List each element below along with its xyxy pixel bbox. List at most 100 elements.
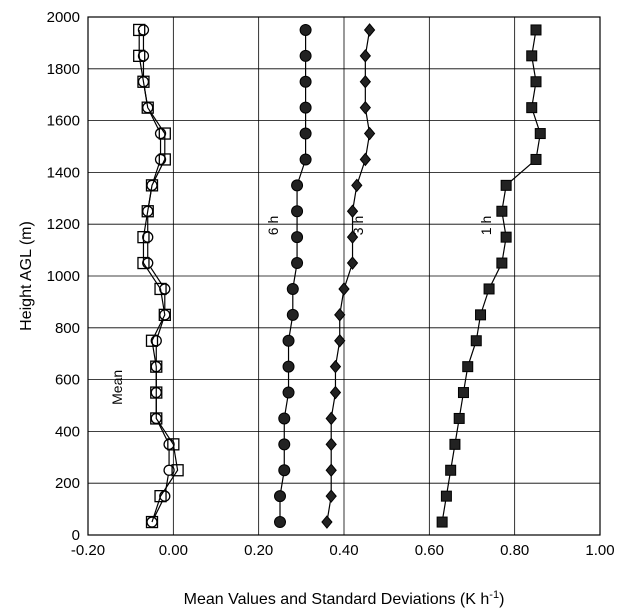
data-point — [133, 23, 146, 37]
data-point — [346, 204, 359, 219]
y-tick-label: 200 — [55, 475, 80, 492]
data-point — [359, 74, 371, 89]
data-point — [158, 153, 171, 166]
data-point — [440, 490, 452, 502]
data-point — [150, 386, 163, 399]
series-label: 3 h — [350, 216, 366, 235]
data-point — [321, 515, 333, 529]
data-point — [154, 282, 167, 296]
data-point — [363, 23, 376, 37]
y-tick-label: 1800 — [47, 61, 80, 78]
data-point — [325, 489, 337, 503]
y-tick-label: 1400 — [47, 164, 80, 181]
series-label: 6 h — [265, 216, 281, 235]
x-tick-label: 0.60 — [415, 542, 444, 559]
data-point — [500, 179, 512, 191]
data-point — [530, 76, 542, 88]
data-point — [325, 411, 337, 426]
data-point — [299, 127, 312, 140]
data-point — [329, 385, 342, 400]
data-point — [274, 516, 286, 529]
data-point — [133, 49, 146, 62]
data-point — [154, 153, 167, 166]
data-point — [526, 102, 538, 114]
data-point — [530, 24, 542, 36]
data-point — [299, 101, 312, 114]
data-point — [154, 489, 167, 503]
data-point — [299, 23, 312, 36]
data-point — [282, 334, 295, 347]
data-point — [291, 179, 304, 192]
data-point — [329, 359, 342, 374]
series-group — [133, 23, 546, 529]
data-point — [496, 257, 508, 269]
data-point — [145, 515, 159, 529]
data-point — [158, 308, 171, 322]
data-point — [291, 205, 304, 218]
x-axis-title-suffix: ) — [499, 591, 504, 608]
data-point — [436, 516, 448, 528]
x-tick-labels: -0.20 0.00 0.20 0.40 0.60 0.80 1.00 — [71, 542, 615, 559]
data-point — [282, 360, 295, 373]
data-point — [299, 153, 312, 166]
series-3-h — [321, 23, 376, 529]
data-point — [137, 256, 150, 270]
data-point — [359, 152, 371, 167]
data-point — [334, 333, 346, 348]
x-axis-title-superscript: -1 — [489, 589, 499, 601]
data-point — [449, 438, 461, 450]
series-line — [138, 29, 179, 523]
x-tick-label: 0.40 — [329, 542, 358, 559]
data-point — [141, 101, 154, 114]
data-point — [462, 361, 474, 373]
data-point — [150, 412, 163, 425]
series-6-h — [274, 23, 312, 529]
x-tick-label: 0.00 — [159, 542, 188, 559]
x-tick-label: -0.20 — [71, 542, 105, 559]
y-tick-label: 2000 — [47, 9, 80, 26]
y-tick-label: 400 — [55, 423, 80, 440]
data-point — [363, 126, 376, 141]
y-axis-title: Height AGL (m) — [18, 221, 35, 331]
data-point — [526, 50, 538, 62]
y-tick-label: 800 — [55, 320, 80, 337]
data-point — [278, 438, 291, 451]
series-spread-1 — [133, 23, 184, 529]
data-point — [351, 178, 363, 193]
x-tick-label: 0.20 — [244, 542, 273, 559]
grid — [87, 16, 601, 536]
x-axis-title: Mean Values and Standard Deviations (K h… — [184, 589, 505, 608]
data-point — [299, 49, 312, 62]
series-label: Mean — [109, 370, 125, 405]
data-point — [159, 490, 171, 502]
data-point — [325, 463, 337, 478]
data-point — [338, 282, 350, 296]
y-tick-labels: 0 200 400 600 800 1000 1200 1400 1600 1800 2000 — [47, 9, 80, 544]
data-point — [145, 179, 159, 192]
data-point — [299, 75, 312, 88]
y-tick-label: 1000 — [47, 268, 80, 285]
data-point — [470, 335, 482, 347]
data-point — [274, 490, 286, 503]
data-point — [137, 230, 150, 244]
data-point — [167, 438, 180, 451]
data-point — [445, 464, 457, 476]
data-point — [150, 360, 163, 373]
data-point — [346, 256, 359, 270]
data-point — [171, 464, 184, 477]
data-point — [163, 438, 175, 451]
data-point — [453, 412, 465, 424]
data-point — [334, 308, 346, 322]
data-point — [475, 309, 487, 321]
data-point — [291, 231, 304, 244]
x-axis-title-main: Mean Values and Standard Deviations (K h — [184, 591, 490, 608]
data-point — [346, 230, 359, 244]
data-point — [359, 100, 371, 115]
series-label: 1 h — [478, 216, 494, 235]
data-point — [137, 24, 150, 36]
data-point — [530, 153, 542, 165]
data-point — [278, 464, 291, 477]
data-point — [142, 257, 154, 269]
data-point — [137, 75, 150, 88]
